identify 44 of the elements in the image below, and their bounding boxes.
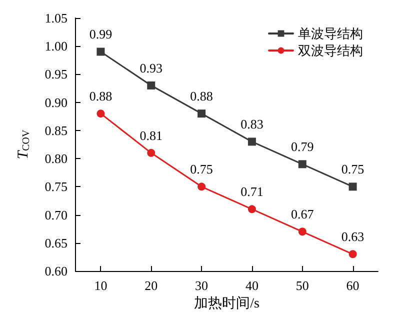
point bbox=[248, 205, 256, 214]
data-label: 0.75 bbox=[341, 162, 364, 177]
y-axis-title: TCOV bbox=[16, 129, 32, 160]
y-tick-label: 0.90 bbox=[44, 94, 68, 110]
data-label: 0.75 bbox=[190, 162, 213, 177]
y-tick-label: 0.75 bbox=[44, 179, 68, 194]
x-tick-label: 10 bbox=[94, 278, 108, 293]
y-tick-label: 0.65 bbox=[44, 235, 68, 250]
point bbox=[96, 110, 105, 118]
point bbox=[298, 228, 306, 236]
data-label: 0.93 bbox=[140, 60, 162, 76]
y-tick-label: 1.05 bbox=[44, 10, 68, 26]
y-tick-label: 1.00 bbox=[44, 38, 68, 54]
point bbox=[198, 182, 206, 191]
data-label: 0.79 bbox=[291, 139, 314, 154]
y-tick-label: 0.60 bbox=[44, 264, 68, 278]
point bbox=[348, 250, 357, 258]
point bbox=[248, 138, 256, 146]
data-label: 0.99 bbox=[89, 26, 112, 42]
y-tick-label: 0.85 bbox=[44, 122, 68, 138]
x-tick-label: 30 bbox=[195, 278, 208, 293]
point bbox=[348, 182, 357, 191]
y-tick-label: 0.80 bbox=[44, 151, 68, 166]
data-label: 0.81 bbox=[140, 128, 162, 143]
x-tick-label: 50 bbox=[296, 278, 309, 293]
data-label: 0.83 bbox=[240, 116, 264, 132]
point bbox=[147, 148, 156, 157]
x-tick-label: 40 bbox=[245, 278, 258, 293]
legend-label: 单波导结构 bbox=[298, 26, 363, 41]
x-tick-label: 20 bbox=[144, 278, 158, 293]
point bbox=[147, 81, 156, 90]
data-label: 0.63 bbox=[341, 229, 364, 244]
point bbox=[298, 160, 306, 168]
legend-label: 双波导结构 bbox=[298, 43, 363, 58]
data-label: 0.88 bbox=[89, 88, 112, 104]
x-axis-title: 加热时间/s bbox=[194, 296, 260, 312]
data-label: 0.71 bbox=[240, 184, 264, 200]
data-label: 0.67 bbox=[291, 206, 314, 222]
point bbox=[198, 110, 206, 118]
data-label: 0.88 bbox=[190, 88, 213, 104]
point bbox=[96, 48, 105, 56]
y-tick-label: 0.95 bbox=[44, 66, 68, 82]
y-tick-label: 0.70 bbox=[44, 207, 68, 222]
x-tick-label: 60 bbox=[346, 278, 360, 293]
